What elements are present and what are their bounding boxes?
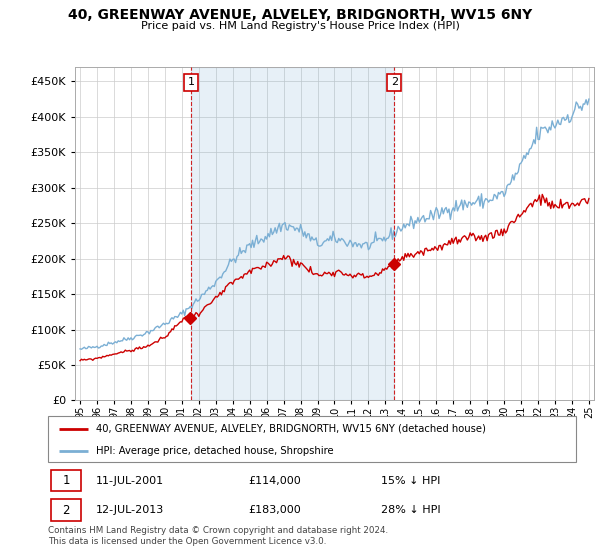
Text: 15% ↓ HPI: 15% ↓ HPI [380, 475, 440, 486]
Text: 40, GREENWAY AVENUE, ALVELEY, BRIDGNORTH, WV15 6NY: 40, GREENWAY AVENUE, ALVELEY, BRIDGNORTH… [68, 8, 532, 22]
FancyBboxPatch shape [50, 500, 81, 521]
Text: 28% ↓ HPI: 28% ↓ HPI [380, 505, 440, 515]
Text: £114,000: £114,000 [248, 475, 301, 486]
Text: 2: 2 [391, 77, 398, 87]
Text: 1: 1 [187, 77, 194, 87]
Text: Contains HM Land Registry data © Crown copyright and database right 2024.
This d: Contains HM Land Registry data © Crown c… [48, 526, 388, 546]
Bar [191, 67, 394, 400]
Text: 12-JUL-2013: 12-JUL-2013 [95, 505, 164, 515]
Text: £183,000: £183,000 [248, 505, 301, 515]
Text: 11-JUL-2001: 11-JUL-2001 [95, 475, 164, 486]
Text: HPI: Average price, detached house, Shropshire: HPI: Average price, detached house, Shro… [95, 446, 333, 455]
FancyBboxPatch shape [50, 470, 81, 491]
Text: Price paid vs. HM Land Registry's House Price Index (HPI): Price paid vs. HM Land Registry's House … [140, 21, 460, 31]
Text: 1: 1 [62, 474, 70, 487]
Text: 40, GREENWAY AVENUE, ALVELEY, BRIDGNORTH, WV15 6NY (detached house): 40, GREENWAY AVENUE, ALVELEY, BRIDGNORTH… [95, 424, 485, 434]
FancyBboxPatch shape [48, 416, 576, 462]
Text: 2: 2 [62, 503, 70, 516]
